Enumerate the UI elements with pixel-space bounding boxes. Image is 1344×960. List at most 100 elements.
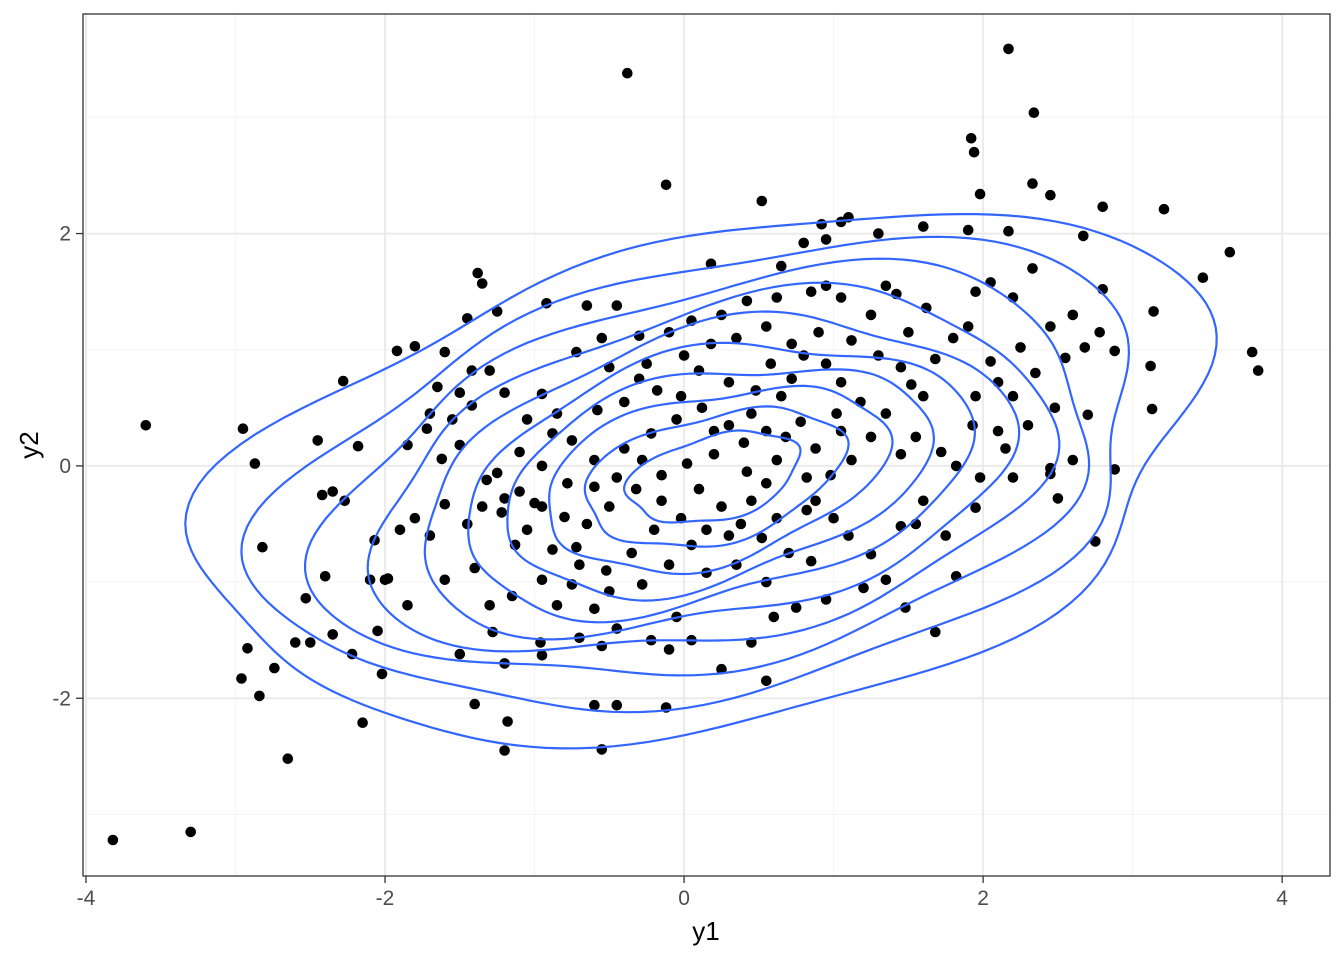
- data-point: [1003, 43, 1014, 55]
- data-point: [918, 221, 929, 232]
- data-point: [795, 416, 806, 428]
- x-tick-label: 4: [1276, 887, 1288, 910]
- data-point: [352, 440, 364, 452]
- data-point: [801, 504, 812, 516]
- data-point: [589, 481, 600, 493]
- data-point: [290, 637, 301, 648]
- data-point: [454, 648, 466, 660]
- data-point: [974, 472, 986, 483]
- data-point: [596, 744, 608, 755]
- data-point: [768, 611, 780, 623]
- data-point: [476, 501, 488, 512]
- data-point: [630, 483, 642, 495]
- data-point: [756, 532, 768, 544]
- data-point: [140, 420, 152, 431]
- data-point: [671, 414, 682, 425]
- data-point: [619, 396, 630, 408]
- data-point: [970, 502, 981, 513]
- data-point: [499, 493, 510, 504]
- data-point: [499, 745, 510, 756]
- data-point: [813, 327, 824, 338]
- data-point: [236, 673, 247, 684]
- data-point: [950, 460, 962, 472]
- data-point: [1045, 321, 1056, 332]
- data-point: [249, 458, 261, 469]
- data-point: [491, 306, 503, 317]
- data-point: [391, 345, 403, 357]
- data-point: [601, 565, 612, 576]
- data-point: [454, 387, 466, 399]
- data-point: [409, 512, 421, 524]
- data-point: [820, 358, 832, 370]
- data-point: [1003, 225, 1014, 237]
- data-point: [992, 425, 1004, 437]
- major-gridlines: [83, 14, 1330, 876]
- data-point: [185, 826, 196, 838]
- data-point: [746, 408, 757, 419]
- data-point: [559, 511, 570, 523]
- data-point: [319, 571, 331, 582]
- data-point: [496, 507, 508, 518]
- data-point: [469, 562, 481, 574]
- data-point: [372, 625, 383, 637]
- data-point: [1148, 306, 1159, 317]
- data-point: [1246, 346, 1258, 358]
- data-point: [611, 699, 623, 711]
- data-point: [421, 423, 433, 435]
- data-point: [965, 133, 977, 144]
- data-point: [1027, 178, 1038, 189]
- data-point: [723, 377, 735, 388]
- data-point: [1028, 107, 1040, 118]
- data-point: [282, 753, 294, 764]
- data-point: [1079, 342, 1091, 353]
- data-point: [765, 358, 777, 370]
- data-point: [681, 458, 693, 469]
- data-point: [1109, 345, 1120, 357]
- data-point: [771, 454, 783, 466]
- data-point: [316, 489, 328, 501]
- data-point: [895, 361, 907, 373]
- data-point: [1158, 203, 1170, 215]
- data-point: [1049, 402, 1061, 414]
- data-point: [1052, 493, 1064, 504]
- data-point: [970, 390, 981, 402]
- data-point: [566, 435, 578, 446]
- data-point: [439, 346, 451, 358]
- data-point: [701, 524, 712, 536]
- data-point: [622, 67, 633, 79]
- x-tick-label: -4: [77, 887, 96, 910]
- data-point: [895, 449, 907, 460]
- density-contour: [548, 384, 894, 576]
- x-axis-tick-labels: -4 -2 0 2 4: [77, 887, 1289, 910]
- data-point: [409, 341, 421, 352]
- data-point: [947, 332, 959, 344]
- data-point: [962, 224, 974, 236]
- data-point: [521, 524, 533, 536]
- data-point: [810, 443, 821, 454]
- axis-ticks: [76, 232, 1283, 883]
- data-point: [312, 435, 324, 446]
- y-tick-label: -2: [52, 687, 71, 710]
- data-point: [514, 446, 525, 458]
- data-point: [592, 404, 603, 416]
- data-point: [805, 286, 817, 298]
- data-point: [761, 478, 772, 489]
- data-point: [472, 267, 484, 279]
- data-point: [484, 365, 496, 376]
- data-point: [761, 321, 772, 332]
- data-point: [562, 478, 573, 489]
- data-point: [880, 574, 892, 586]
- data-point: [648, 524, 660, 536]
- data-point: [968, 146, 980, 158]
- data-point: [651, 385, 663, 396]
- density-contour: [506, 368, 936, 602]
- data-point: [536, 460, 548, 472]
- panel-border: [82, 13, 1331, 877]
- data-point: [257, 541, 268, 553]
- data-point: [686, 539, 697, 551]
- data-point: [776, 260, 787, 272]
- data-point: [107, 834, 119, 846]
- data-point: [357, 717, 368, 728]
- density-contours: [184, 213, 1218, 750]
